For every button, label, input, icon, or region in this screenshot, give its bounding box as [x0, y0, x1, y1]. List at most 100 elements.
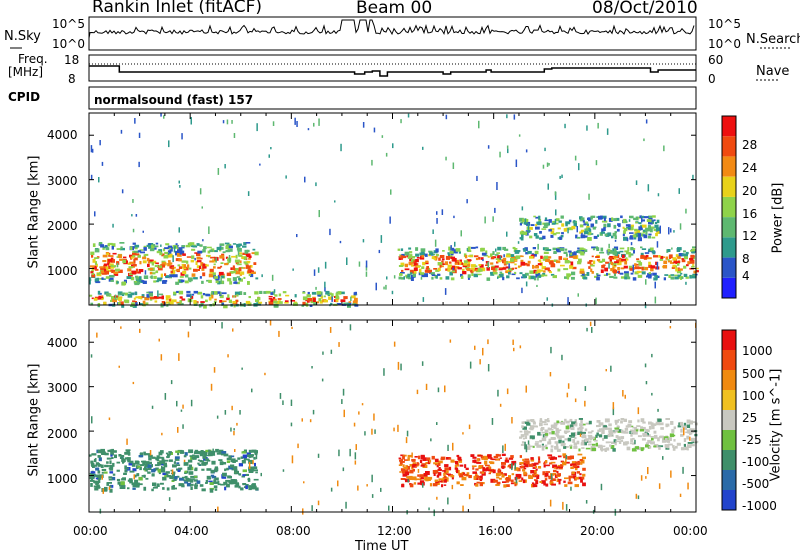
velocity-cell	[98, 464, 102, 467]
power-cell	[236, 294, 239, 297]
power-cell	[224, 242, 230, 245]
power-cell	[180, 279, 185, 283]
power-cell	[641, 215, 644, 219]
velocity-cell	[655, 421, 661, 426]
velocity-cell	[473, 476, 477, 480]
power-cell	[575, 250, 579, 253]
velocity-cell	[174, 476, 178, 480]
velocity-cell	[110, 454, 113, 457]
velocity-cell	[122, 477, 126, 481]
power-cell	[155, 242, 159, 245]
power-cell	[616, 228, 620, 232]
velocity-scatter	[187, 331, 190, 338]
velocity-scatter	[511, 417, 513, 424]
velocity-cell	[226, 457, 232, 460]
power-cell	[130, 292, 135, 296]
power-cell	[585, 221, 588, 225]
velocity-cell	[564, 477, 569, 480]
velocity-scatter	[133, 474, 135, 480]
power-cell	[337, 291, 342, 295]
velocity-cell	[210, 470, 215, 474]
velocity-cell	[686, 419, 691, 424]
power-cell	[517, 266, 521, 269]
velocity-scatter	[629, 430, 631, 434]
velocity-cell	[402, 455, 405, 460]
power-cell	[645, 230, 648, 235]
velocity-cell	[538, 457, 541, 461]
velocity-cell	[114, 450, 117, 453]
power-cell	[207, 250, 211, 254]
velocity-cell	[541, 445, 546, 448]
power-cell	[149, 298, 153, 301]
power-scatter	[237, 249, 240, 256]
velocity-cell	[478, 465, 482, 469]
power-scatter	[542, 164, 545, 169]
power-cell	[513, 259, 518, 262]
velocity-cell	[582, 482, 586, 487]
velocity-cell	[558, 478, 562, 481]
velocity-cell	[580, 459, 585, 464]
power-cell	[429, 252, 434, 256]
power-cell	[155, 262, 159, 264]
power-cell	[307, 298, 313, 302]
power-cell	[95, 263, 98, 268]
velocity-cell	[523, 421, 527, 424]
power-cell	[268, 298, 273, 300]
velocity-cell	[139, 483, 143, 486]
power-cell	[690, 249, 693, 252]
power-cell	[611, 235, 614, 239]
power-cell	[622, 220, 626, 223]
power-cell	[655, 227, 661, 232]
power-scatter	[179, 185, 181, 188]
power-cell	[672, 264, 676, 268]
velocity-scatter	[301, 418, 303, 422]
power-scatter	[365, 271, 368, 277]
velocity-cell	[657, 418, 662, 422]
power-cbar-tick-16: 16	[742, 207, 758, 221]
power-cell	[218, 271, 224, 275]
velocity-cell	[523, 430, 529, 433]
power-cell	[242, 252, 246, 255]
power-scatter	[190, 117, 192, 125]
velocity-cell	[188, 471, 194, 475]
velocity-cell	[556, 466, 560, 468]
velocity-cell	[164, 475, 169, 478]
power-scatter	[586, 125, 588, 131]
power-cell	[89, 294, 93, 297]
power-scatter	[362, 122, 365, 128]
velocity-cell	[170, 469, 173, 472]
power-cell	[607, 248, 611, 252]
velocity-cell	[611, 441, 616, 444]
power-cell	[506, 261, 509, 265]
velocity-cell	[532, 467, 536, 469]
velocity-cell	[132, 483, 138, 488]
power-cell	[580, 224, 584, 228]
power-cell	[601, 228, 604, 232]
velocity-cell	[193, 457, 197, 460]
velocity-cell	[671, 429, 675, 433]
power-cell	[153, 275, 157, 279]
power-scatter	[313, 269, 316, 276]
velocity-cell	[496, 458, 500, 461]
power-cell	[586, 223, 589, 226]
power-scatter	[98, 177, 100, 183]
power-cell	[307, 291, 310, 295]
velocity-cell	[481, 471, 485, 474]
velocity-cell	[544, 478, 548, 481]
velocity-cell	[201, 460, 204, 463]
velocity-cell	[479, 482, 483, 487]
power-cell	[240, 271, 245, 275]
power-scatter	[270, 147, 272, 150]
velocity-cell	[609, 429, 612, 431]
velocity-cell	[528, 475, 533, 479]
velocity-scatter	[230, 427, 232, 432]
velocity-cell	[134, 479, 139, 484]
power-scatter	[135, 214, 138, 217]
velocity-cell	[578, 448, 581, 452]
power-cell	[639, 224, 643, 228]
power-cbar-tick-20: 20	[742, 184, 758, 198]
power-cell	[242, 245, 247, 248]
velocity-cell	[596, 432, 599, 436]
velocity-cell	[457, 456, 462, 460]
power-cell	[535, 223, 538, 227]
